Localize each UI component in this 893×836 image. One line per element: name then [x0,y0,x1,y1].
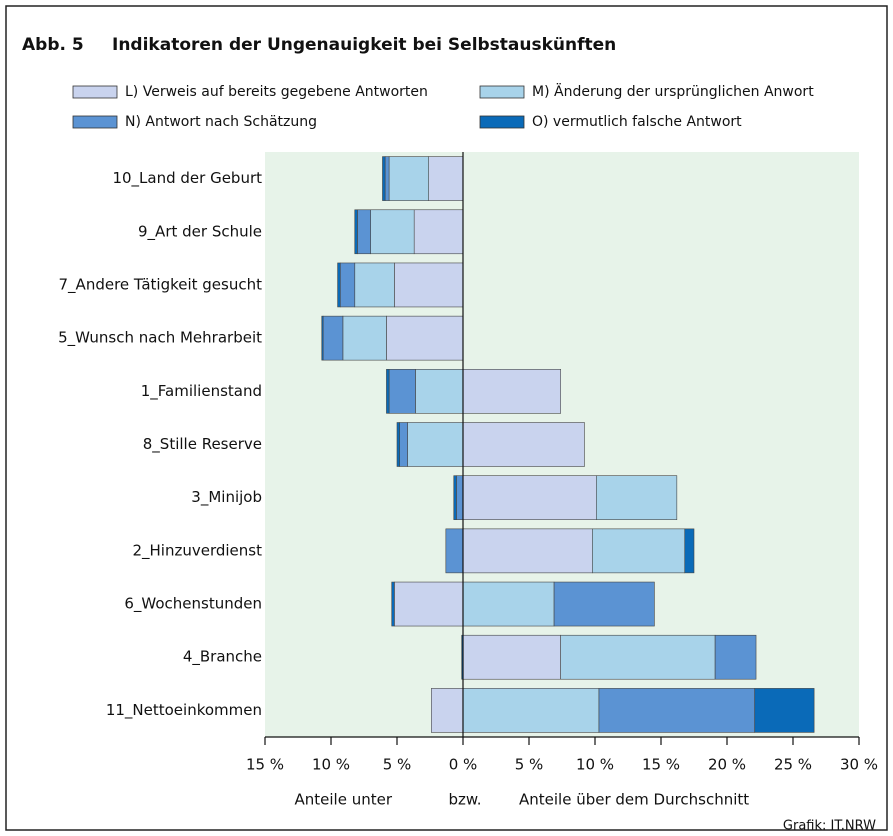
x-tick-label: 15 % [642,756,680,774]
legend-swatch [479,115,525,129]
bar-segment [386,315,464,361]
bar-segment [453,475,457,520]
bar-segment [714,634,757,680]
category-label: 4_Branche [183,648,262,667]
bar-segment [462,369,561,414]
bar-segment [462,581,555,627]
legend-label: N) Antwort nach Schätzung [125,114,317,130]
x-tick-label: 25 % [774,756,812,774]
legend-label: L) Verweis auf bereits gegebene Antworte… [125,84,428,100]
bar-segment [394,581,464,627]
bar-segment [357,209,371,255]
bar-segment [370,209,415,255]
legend-swatch [72,85,118,99]
bar-segment [396,422,400,467]
category-label: 6_Wochenstunden [124,595,262,614]
category-label: 3_Minijob [191,488,262,507]
category-label: 11_Nettoeinkommen [106,701,262,720]
bar-segment [337,262,341,308]
x-label-middle: bzw. [448,791,481,809]
category-label: 1_Familienstand [141,382,262,401]
bar-segment [407,422,464,467]
x-tick-label: 10 % [312,756,350,774]
figure-number: Abb. 5 [22,35,84,55]
bar-segment [322,315,344,361]
bar-segment [445,528,464,574]
bar-segment [456,475,464,520]
bar-segment [462,475,597,520]
bar-segment [388,369,416,414]
legend-swatch [72,115,118,129]
bar-segment [399,422,408,467]
category-label: 5_Wunsch nach Mehrarbeit [58,329,262,348]
bar-segment [462,634,561,680]
source: Grafik: IT.NRW [783,819,876,834]
x-tick-label: 15 % [246,756,284,774]
bar-segment [598,688,756,733]
bar-segment [560,634,716,680]
x-tick-label: 20 % [708,756,746,774]
bar-segment [391,581,395,627]
category-label: 10_Land der Geburt [112,169,262,188]
bar-segment [462,422,585,467]
bar-segment [553,581,655,627]
category-label: 9_Art der Schule [138,222,262,241]
legend-label: M) Änderung der ursprünglichen Anwort [532,82,814,100]
bar-segment [394,262,464,308]
bar-segment [428,156,464,201]
bar-segment [415,369,464,414]
bar-segment [596,475,678,520]
x-label-right: Anteile über dem Durchschnitt [519,791,749,809]
x-tick-label: 0 % [449,756,478,774]
bar-segment [462,528,593,574]
category-label: 8_Stille Reserve [143,435,262,454]
x-tick-label: 10 % [576,756,614,774]
bar-segment [388,156,429,201]
bar-segment [386,369,390,414]
bar-segment [382,156,386,201]
category-label: 2_Hinzuverdienst [132,541,262,560]
bar-segment [431,688,464,733]
bar-segment [339,262,356,308]
x-label-left: Anteile unter [295,791,393,809]
category-label: 7_Andere Tätigkeit gesucht [59,275,263,294]
x-tick-label: 5 % [383,756,412,774]
legend-swatch [479,85,525,99]
x-tick-label: 30 % [840,756,878,774]
bar-segment [384,156,390,201]
bar-segment [462,688,600,733]
legend-label: O) vermutlich falsche Antwort [532,114,742,130]
bar-segment [592,528,686,574]
bar-segment [354,209,358,255]
bar-segment [354,262,395,308]
bar-segment [342,315,387,361]
chart-title: Indikatoren der Ungenauigkeit bei Selbst… [112,35,616,55]
bar-segment [413,209,464,255]
bar-segment [754,688,815,733]
bar-segment [321,315,324,361]
bar-segment [684,528,695,574]
x-tick-label: 5 % [515,756,544,774]
